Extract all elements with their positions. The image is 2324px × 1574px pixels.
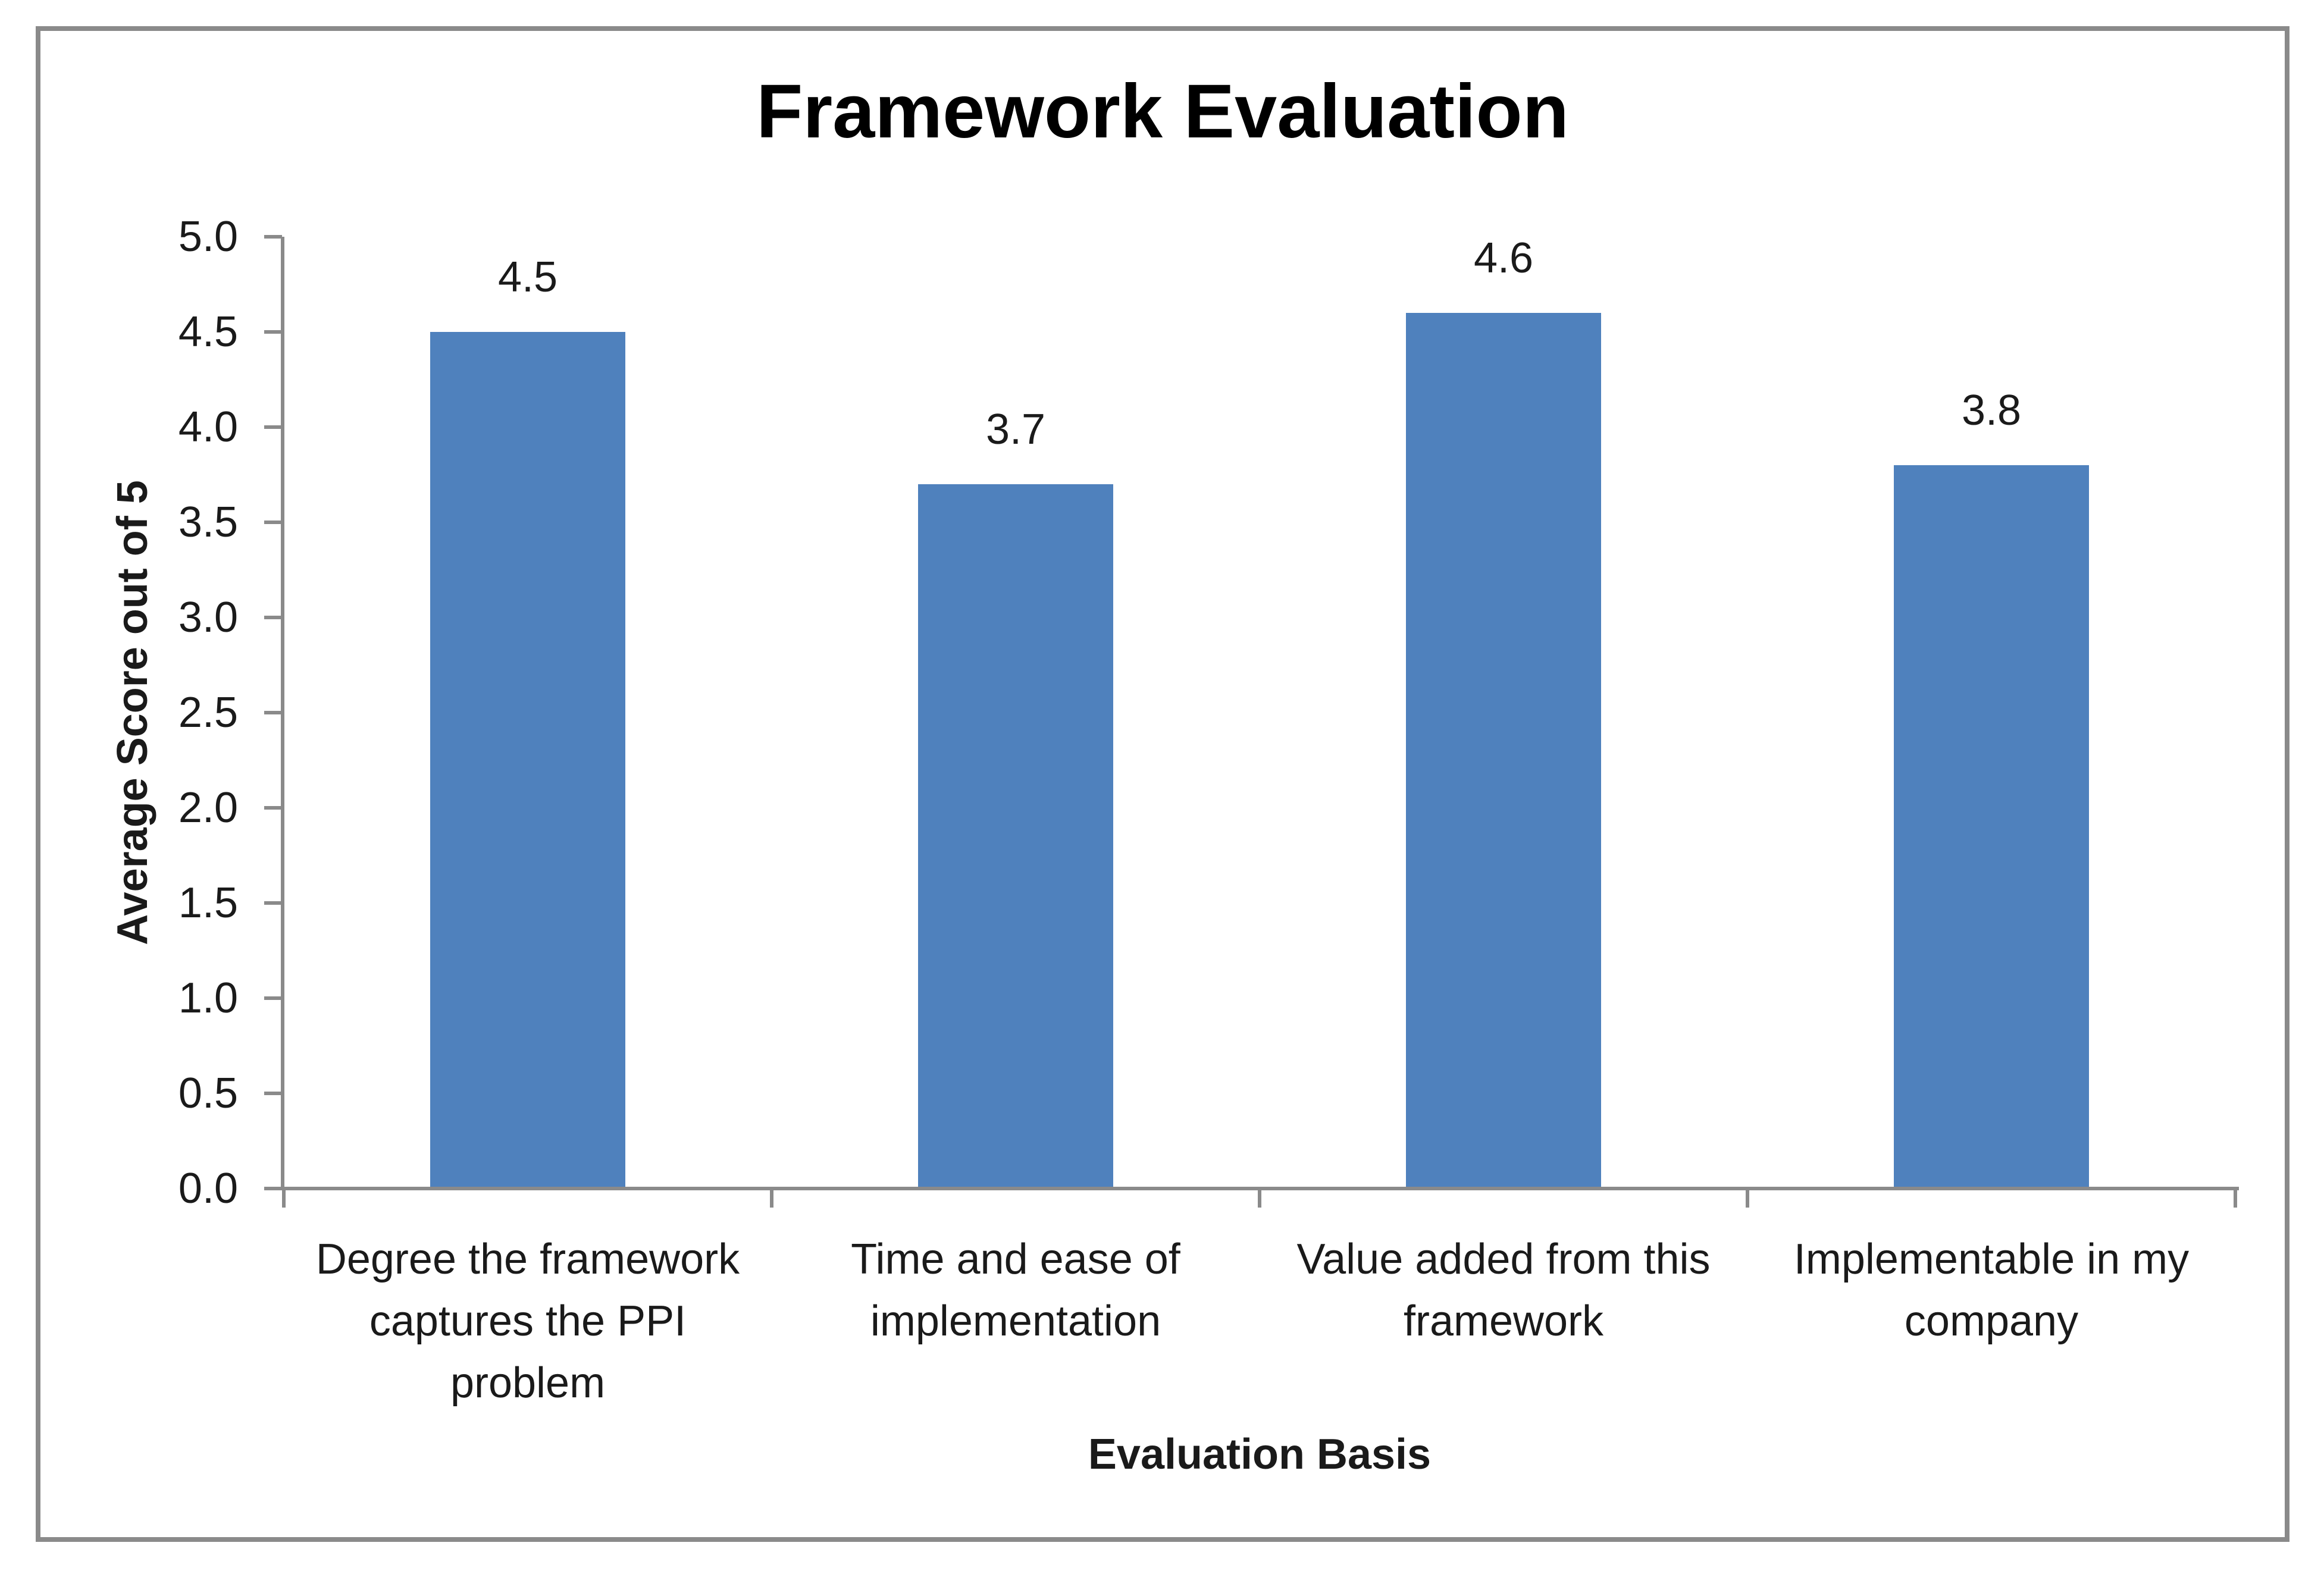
category-label: Implementable in my company: [1759, 1228, 2223, 1352]
y-tick: [264, 996, 282, 1000]
x-tick: [2234, 1189, 2237, 1208]
x-tick: [282, 1189, 286, 1208]
x-tick: [1746, 1189, 1749, 1208]
y-tick: [264, 425, 282, 429]
y-tick: [264, 1187, 282, 1190]
chart-title: Framework Evaluation: [756, 69, 1569, 154]
y-tick: [264, 901, 282, 905]
y-tick-label: 3.0: [178, 594, 238, 641]
x-tick: [1258, 1189, 1261, 1208]
category-label-line: Value added from this: [1296, 1236, 1711, 1283]
bar-time-and-ease: [918, 484, 1113, 1189]
category-label: Value added from this framework: [1271, 1228, 1736, 1352]
bar-degree-framework-captures-ppi: [430, 332, 625, 1189]
category-label-line: captures the PPI: [369, 1297, 687, 1345]
y-tick-label: 0.5: [178, 1070, 238, 1117]
data-label: 3.8: [1961, 387, 2022, 434]
category-label-line: Degree the framework: [315, 1236, 740, 1283]
y-tick-label: 2.5: [178, 689, 238, 736]
category-label: Time and ease of implementation: [784, 1228, 1248, 1352]
y-tick: [264, 616, 282, 619]
y-tick: [264, 521, 282, 524]
y-tick: [264, 235, 282, 239]
category-label-line: framework: [1403, 1297, 1604, 1345]
y-tick: [264, 806, 282, 810]
y-tick-label: 0.0: [178, 1165, 238, 1212]
x-tick: [770, 1189, 773, 1208]
y-tick-label: 1.5: [178, 879, 238, 927]
y-tick-label: 3.5: [178, 498, 238, 546]
bar-value-added: [1406, 313, 1601, 1189]
category-label-line: Time and ease of: [851, 1236, 1180, 1283]
y-tick-label: 4.0: [178, 403, 238, 451]
y-tick-label: 1.0: [178, 974, 238, 1022]
y-tick-label: 4.5: [178, 308, 238, 356]
y-axis-line: [281, 237, 284, 1190]
y-tick-label: 5.0: [178, 213, 238, 261]
y-tick: [264, 1092, 282, 1095]
y-tick: [264, 711, 282, 714]
bar-implementable: [1894, 465, 2089, 1189]
category-label-line: implementation: [870, 1297, 1161, 1345]
x-axis-title: Evaluation Basis: [1088, 1431, 1432, 1478]
category-label-line: Implementable in my: [1793, 1236, 2190, 1283]
data-label: 4.5: [497, 253, 558, 301]
category-label-line: problem: [450, 1359, 606, 1407]
category-label-line: company: [1904, 1297, 2079, 1345]
y-tick-label: 2.0: [178, 784, 238, 832]
data-label: 4.6: [1473, 234, 1534, 282]
data-label: 3.7: [985, 406, 1046, 453]
y-tick: [264, 330, 282, 334]
category-label: Degree the framework captures the PPI pr…: [296, 1228, 760, 1414]
